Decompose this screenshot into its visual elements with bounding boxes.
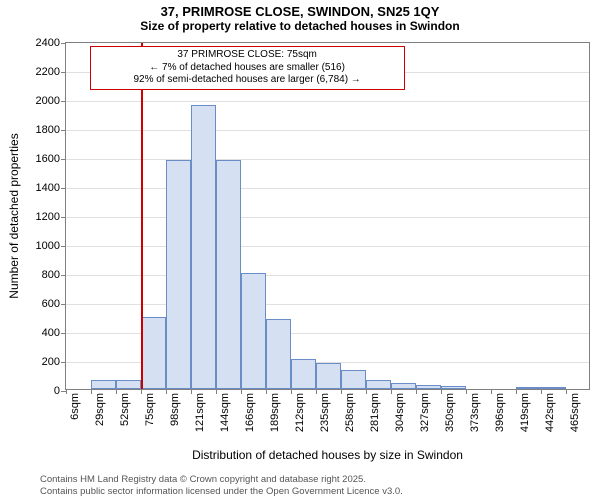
x-tick-mark	[66, 389, 67, 394]
y-axis-title: Number of detached properties	[7, 133, 21, 298]
y-tick-label: 200	[42, 356, 66, 368]
chart-root: 37, PRIMROSE CLOSE, SWINDON, SN25 1QY Si…	[0, 0, 600, 500]
x-tick-mark	[416, 389, 417, 394]
y-tick-label: 0	[54, 385, 66, 397]
x-tick-label: 304sqm	[394, 393, 406, 432]
histogram-bar	[166, 160, 191, 389]
x-tick-mark	[91, 389, 92, 394]
x-tick-mark	[141, 389, 142, 394]
y-tick-label: 2000	[36, 95, 66, 107]
x-tick-label: 235sqm	[319, 393, 331, 432]
x-tick-label: 166sqm	[244, 393, 256, 432]
grid-line	[66, 130, 589, 131]
histogram-bar	[291, 359, 316, 389]
y-tick-label: 1200	[36, 211, 66, 223]
y-tick-label: 1800	[36, 124, 66, 136]
histogram-bar	[216, 160, 241, 389]
x-tick-mark	[291, 389, 292, 394]
x-tick-label: 6sqm	[69, 393, 81, 420]
annotation-line: ← 7% of detached houses are smaller (516…	[95, 62, 400, 75]
x-tick-mark	[341, 389, 342, 394]
x-tick-label: 327sqm	[419, 393, 431, 432]
x-tick-label: 75sqm	[144, 393, 156, 426]
x-tick-mark	[216, 389, 217, 394]
footer-line-1: Contains HM Land Registry data © Crown c…	[40, 474, 403, 486]
x-tick-mark	[466, 389, 467, 394]
x-axis-title: Distribution of detached houses by size …	[192, 448, 463, 462]
x-tick-label: 350sqm	[444, 393, 456, 432]
x-tick-label: 442sqm	[544, 393, 556, 432]
footer: Contains HM Land Registry data © Crown c…	[40, 474, 403, 498]
x-tick-mark	[366, 389, 367, 394]
x-tick-mark	[241, 389, 242, 394]
histogram-bar	[366, 380, 391, 389]
x-tick-mark	[566, 389, 567, 394]
grid-line	[66, 304, 589, 305]
histogram-bar	[191, 105, 216, 389]
histogram-bar	[266, 319, 291, 389]
x-tick-mark	[516, 389, 517, 394]
x-tick-mark	[541, 389, 542, 394]
grid-line	[66, 246, 589, 247]
annotation-line: 37 PRIMROSE CLOSE: 75sqm	[95, 49, 400, 62]
y-tick-label: 1400	[36, 182, 66, 194]
x-tick-mark	[316, 389, 317, 394]
histogram-bar	[516, 387, 541, 389]
grid-line	[66, 275, 589, 276]
grid-line	[66, 101, 589, 102]
y-tick-label: 400	[42, 327, 66, 339]
grid-line	[66, 217, 589, 218]
x-tick-label: 121sqm	[194, 393, 206, 432]
footer-line-2: Contains public sector information licen…	[40, 486, 403, 498]
x-tick-label: 396sqm	[494, 393, 506, 432]
histogram-bar	[391, 383, 416, 389]
x-tick-mark	[266, 389, 267, 394]
x-tick-label: 281sqm	[369, 393, 381, 432]
x-tick-label: 373sqm	[469, 393, 481, 432]
x-tick-label: 465sqm	[569, 393, 581, 432]
x-tick-mark	[441, 389, 442, 394]
histogram-bar	[416, 385, 441, 389]
histogram-bar	[541, 387, 566, 389]
x-tick-label: 29sqm	[94, 393, 106, 426]
marker-line	[141, 43, 143, 389]
x-tick-mark	[191, 389, 192, 394]
x-tick-label: 98sqm	[169, 393, 181, 426]
x-tick-label: 212sqm	[294, 393, 306, 432]
histogram-bar	[341, 370, 366, 389]
y-tick-label: 2400	[36, 37, 66, 49]
y-tick-label: 1000	[36, 240, 66, 252]
histogram-bar	[441, 386, 466, 389]
histogram-bar	[91, 380, 116, 389]
x-tick-mark	[491, 389, 492, 394]
plot-area: 0200400600800100012001400160018002000220…	[65, 42, 590, 390]
y-tick-label: 800	[42, 269, 66, 281]
histogram-bar	[141, 317, 166, 390]
x-tick-label: 189sqm	[269, 393, 281, 432]
x-tick-label: 419sqm	[519, 393, 531, 432]
title-main: 37, PRIMROSE CLOSE, SWINDON, SN25 1QY	[0, 0, 600, 19]
x-tick-mark	[391, 389, 392, 394]
histogram-bar	[316, 363, 341, 389]
grid-line	[66, 159, 589, 160]
annotation-line: 92% of semi-detached houses are larger (…	[95, 74, 400, 87]
y-tick-label: 600	[42, 298, 66, 310]
histogram-bar	[116, 380, 141, 389]
y-tick-label: 2200	[36, 66, 66, 78]
x-tick-label: 144sqm	[219, 393, 231, 432]
title-sub: Size of property relative to detached ho…	[0, 19, 600, 33]
x-tick-label: 258sqm	[344, 393, 356, 432]
x-tick-mark	[166, 389, 167, 394]
x-tick-label: 52sqm	[119, 393, 131, 426]
annotation-box: 37 PRIMROSE CLOSE: 75sqm← 7% of detached…	[90, 46, 405, 90]
histogram-bar	[241, 273, 266, 389]
grid-line	[66, 188, 589, 189]
y-tick-label: 1600	[36, 153, 66, 165]
x-tick-mark	[116, 389, 117, 394]
